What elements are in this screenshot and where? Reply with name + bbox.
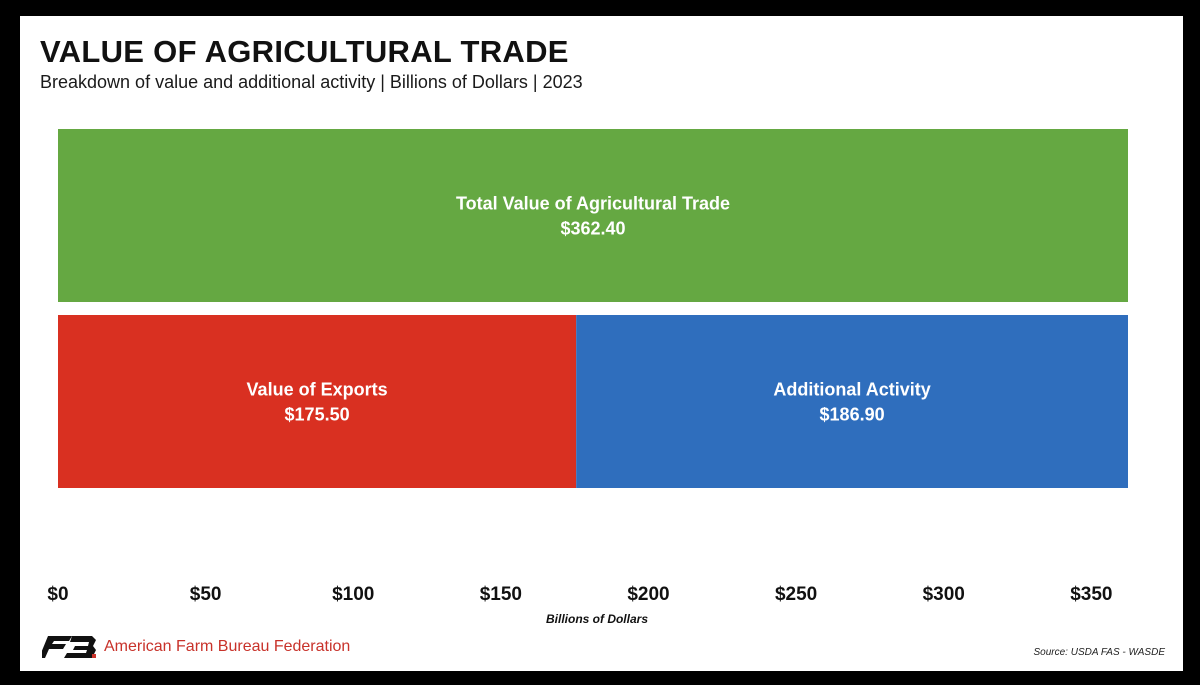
bar-segment-0-0 bbox=[58, 129, 1128, 302]
x-tick-label: $150 bbox=[480, 584, 522, 605]
bar-value-label-0-0: $362.40 bbox=[560, 219, 625, 239]
source-note: Source: USDA FAS - WASDE bbox=[1033, 647, 1165, 658]
chart-subtitle: Breakdown of value and additional activi… bbox=[40, 72, 583, 92]
bar-segment-1-1 bbox=[576, 315, 1128, 488]
bar-label-1-0: Value of Exports bbox=[247, 380, 388, 400]
stacked-bar-chart: Total Value of Agricultural Trade $362.40… bbox=[47, 129, 1128, 626]
bar-segment-1-0 bbox=[58, 315, 577, 488]
x-tick-label: $350 bbox=[1070, 584, 1112, 605]
fb-logo-icon bbox=[42, 636, 96, 658]
chart-title: VALUE OF AGRICULTURAL TRADE bbox=[40, 34, 569, 69]
x-tick-label: $0 bbox=[47, 584, 68, 605]
bar-value-label-1-1: $186.90 bbox=[820, 405, 885, 425]
bar-label-1-1: Additional Activity bbox=[773, 380, 930, 400]
x-tick-label: $200 bbox=[627, 584, 669, 605]
afbf-logo: American Farm Bureau Federation bbox=[42, 636, 350, 658]
bar-label-0-0: Total Value of Agricultural Trade bbox=[456, 194, 730, 214]
x-axis-label: Billions of Dollars bbox=[546, 612, 648, 626]
x-tick-label: $300 bbox=[923, 584, 965, 605]
x-tick-label: $50 bbox=[190, 584, 222, 605]
organization-name: American Farm Bureau Federation bbox=[104, 638, 351, 655]
x-tick-label: $250 bbox=[775, 584, 817, 605]
chart-card: VALUE OF AGRICULTURAL TRADE Breakdown of… bbox=[20, 16, 1183, 671]
bar-value-label-1-0: $175.50 bbox=[285, 405, 350, 425]
x-tick-label: $100 bbox=[332, 584, 374, 605]
